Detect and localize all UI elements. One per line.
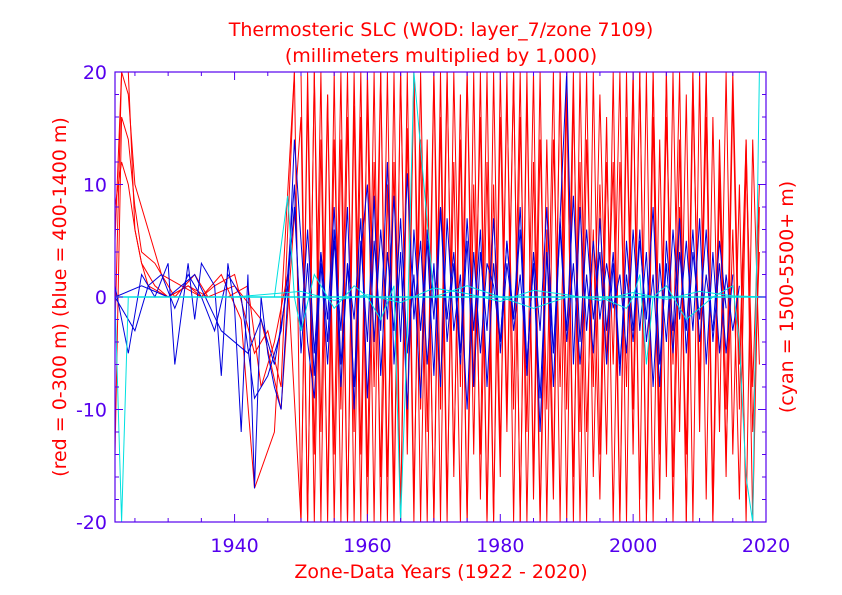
series-2-line-0 (115, 72, 766, 522)
series-0-line-2 (115, 72, 760, 522)
y-tick-label-20: 20 (83, 62, 107, 84)
ticks-layer: 1940 1960 1980 2000 2020 -20 -10 0 10 20 (76, 62, 790, 557)
y-tick-label-0: 0 (95, 287, 107, 309)
x-tick-label-1980: 1980 (476, 535, 524, 557)
x-tick-label-1960: 1960 (343, 535, 391, 557)
series-1-line-1 (115, 161, 734, 410)
series-layer (115, 72, 766, 522)
chart-title: Thermosteric SLC (WOD: layer_7/zone 7109… (228, 19, 654, 41)
y-axis-label-right: (cyan = 1500-5500+ m) (776, 181, 798, 413)
y-tick-label-10: 10 (83, 175, 107, 197)
y-tick-label--20: -20 (76, 512, 107, 534)
x-tick-label-2000: 2000 (609, 535, 657, 557)
x-tick-label-2020: 2020 (742, 535, 790, 557)
series-0-line-0 (115, 72, 760, 522)
series-1-line-2 (115, 195, 727, 399)
y-axis-label-left: (red = 0-300 m) (blue = 400-1400 m) (49, 117, 71, 477)
x-axis-label: Zone-Data Years (1922 - 2020) (294, 561, 587, 583)
y-tick-label--10: -10 (76, 400, 107, 422)
chart-subtitle: (millimeters multiplied by 1,000) (285, 45, 597, 67)
x-tick-label-1940: 1940 (210, 535, 258, 557)
